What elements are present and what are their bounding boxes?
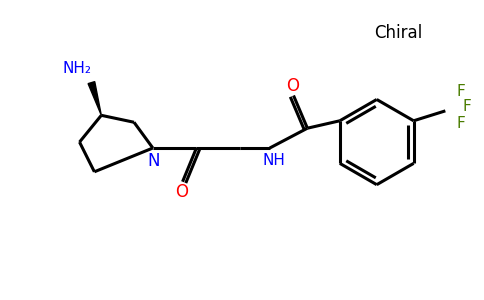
Text: N: N — [148, 152, 160, 170]
Text: NH: NH — [262, 153, 285, 168]
Text: F: F — [457, 116, 466, 131]
Text: F: F — [457, 84, 466, 99]
Text: NH₂: NH₂ — [62, 61, 91, 76]
Text: Chiral: Chiral — [375, 24, 423, 42]
Polygon shape — [88, 82, 101, 115]
Text: O: O — [175, 183, 188, 201]
Text: O: O — [286, 76, 299, 94]
Text: F: F — [463, 99, 471, 114]
